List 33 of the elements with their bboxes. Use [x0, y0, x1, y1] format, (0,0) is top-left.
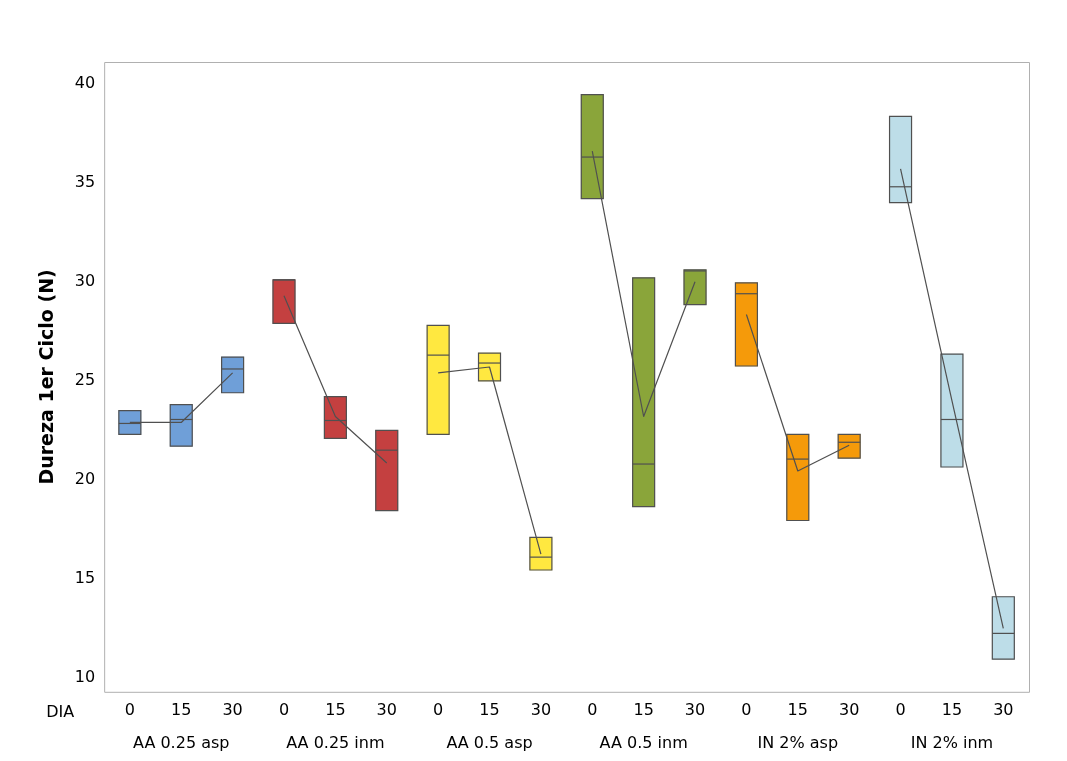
x-tick-label: 0 — [587, 699, 598, 719]
x-tick-label: 15 — [941, 699, 963, 719]
text: AA 0.5 inm — [599, 732, 688, 752]
x-tick-label: 15 — [171, 699, 192, 719]
x-tick-label: 30 — [684, 699, 706, 719]
text: AA 0.5 asp — [446, 732, 533, 752]
x-tick-label: 30 — [222, 699, 243, 719]
x-tick-label: 15 — [325, 699, 346, 719]
y-axis-title: Dureza 1er Ciclo (N) — [35, 269, 58, 485]
x-tick-label: 30 — [376, 699, 397, 719]
x-tick-label: 0 — [741, 699, 752, 719]
x-tick-label: 15 — [633, 699, 654, 719]
x-tick-label: 0 — [124, 699, 135, 719]
y-tick-label: 35 — [74, 171, 96, 191]
y-tick-label: 25 — [74, 370, 96, 390]
y-tick-label: 40 — [74, 72, 96, 92]
x-tick-label: 30 — [530, 699, 552, 719]
x-tick-label: 30 — [838, 699, 860, 719]
y-tick-label: 10 — [74, 667, 96, 687]
y-tick-label: 20 — [74, 469, 96, 489]
x-tick-label: 15 — [479, 699, 500, 719]
x-tick-label: 15 — [787, 699, 808, 719]
x-tick-label: 0 — [895, 699, 906, 719]
x-tick-label: 0 — [278, 699, 290, 719]
text: IN 2% inm — [910, 732, 994, 752]
text: IN 2% asp — [757, 732, 839, 752]
y-tick-label: 15 — [74, 568, 96, 588]
text: AA 0.25 inm — [286, 732, 385, 752]
y-tick-label: 30 — [74, 270, 96, 290]
x-tick-label: 0 — [433, 699, 444, 719]
text: AA 0.25 asp — [133, 732, 230, 752]
x-tick-label: 30 — [993, 699, 1014, 719]
x-axis-title: DIA — [46, 701, 75, 721]
